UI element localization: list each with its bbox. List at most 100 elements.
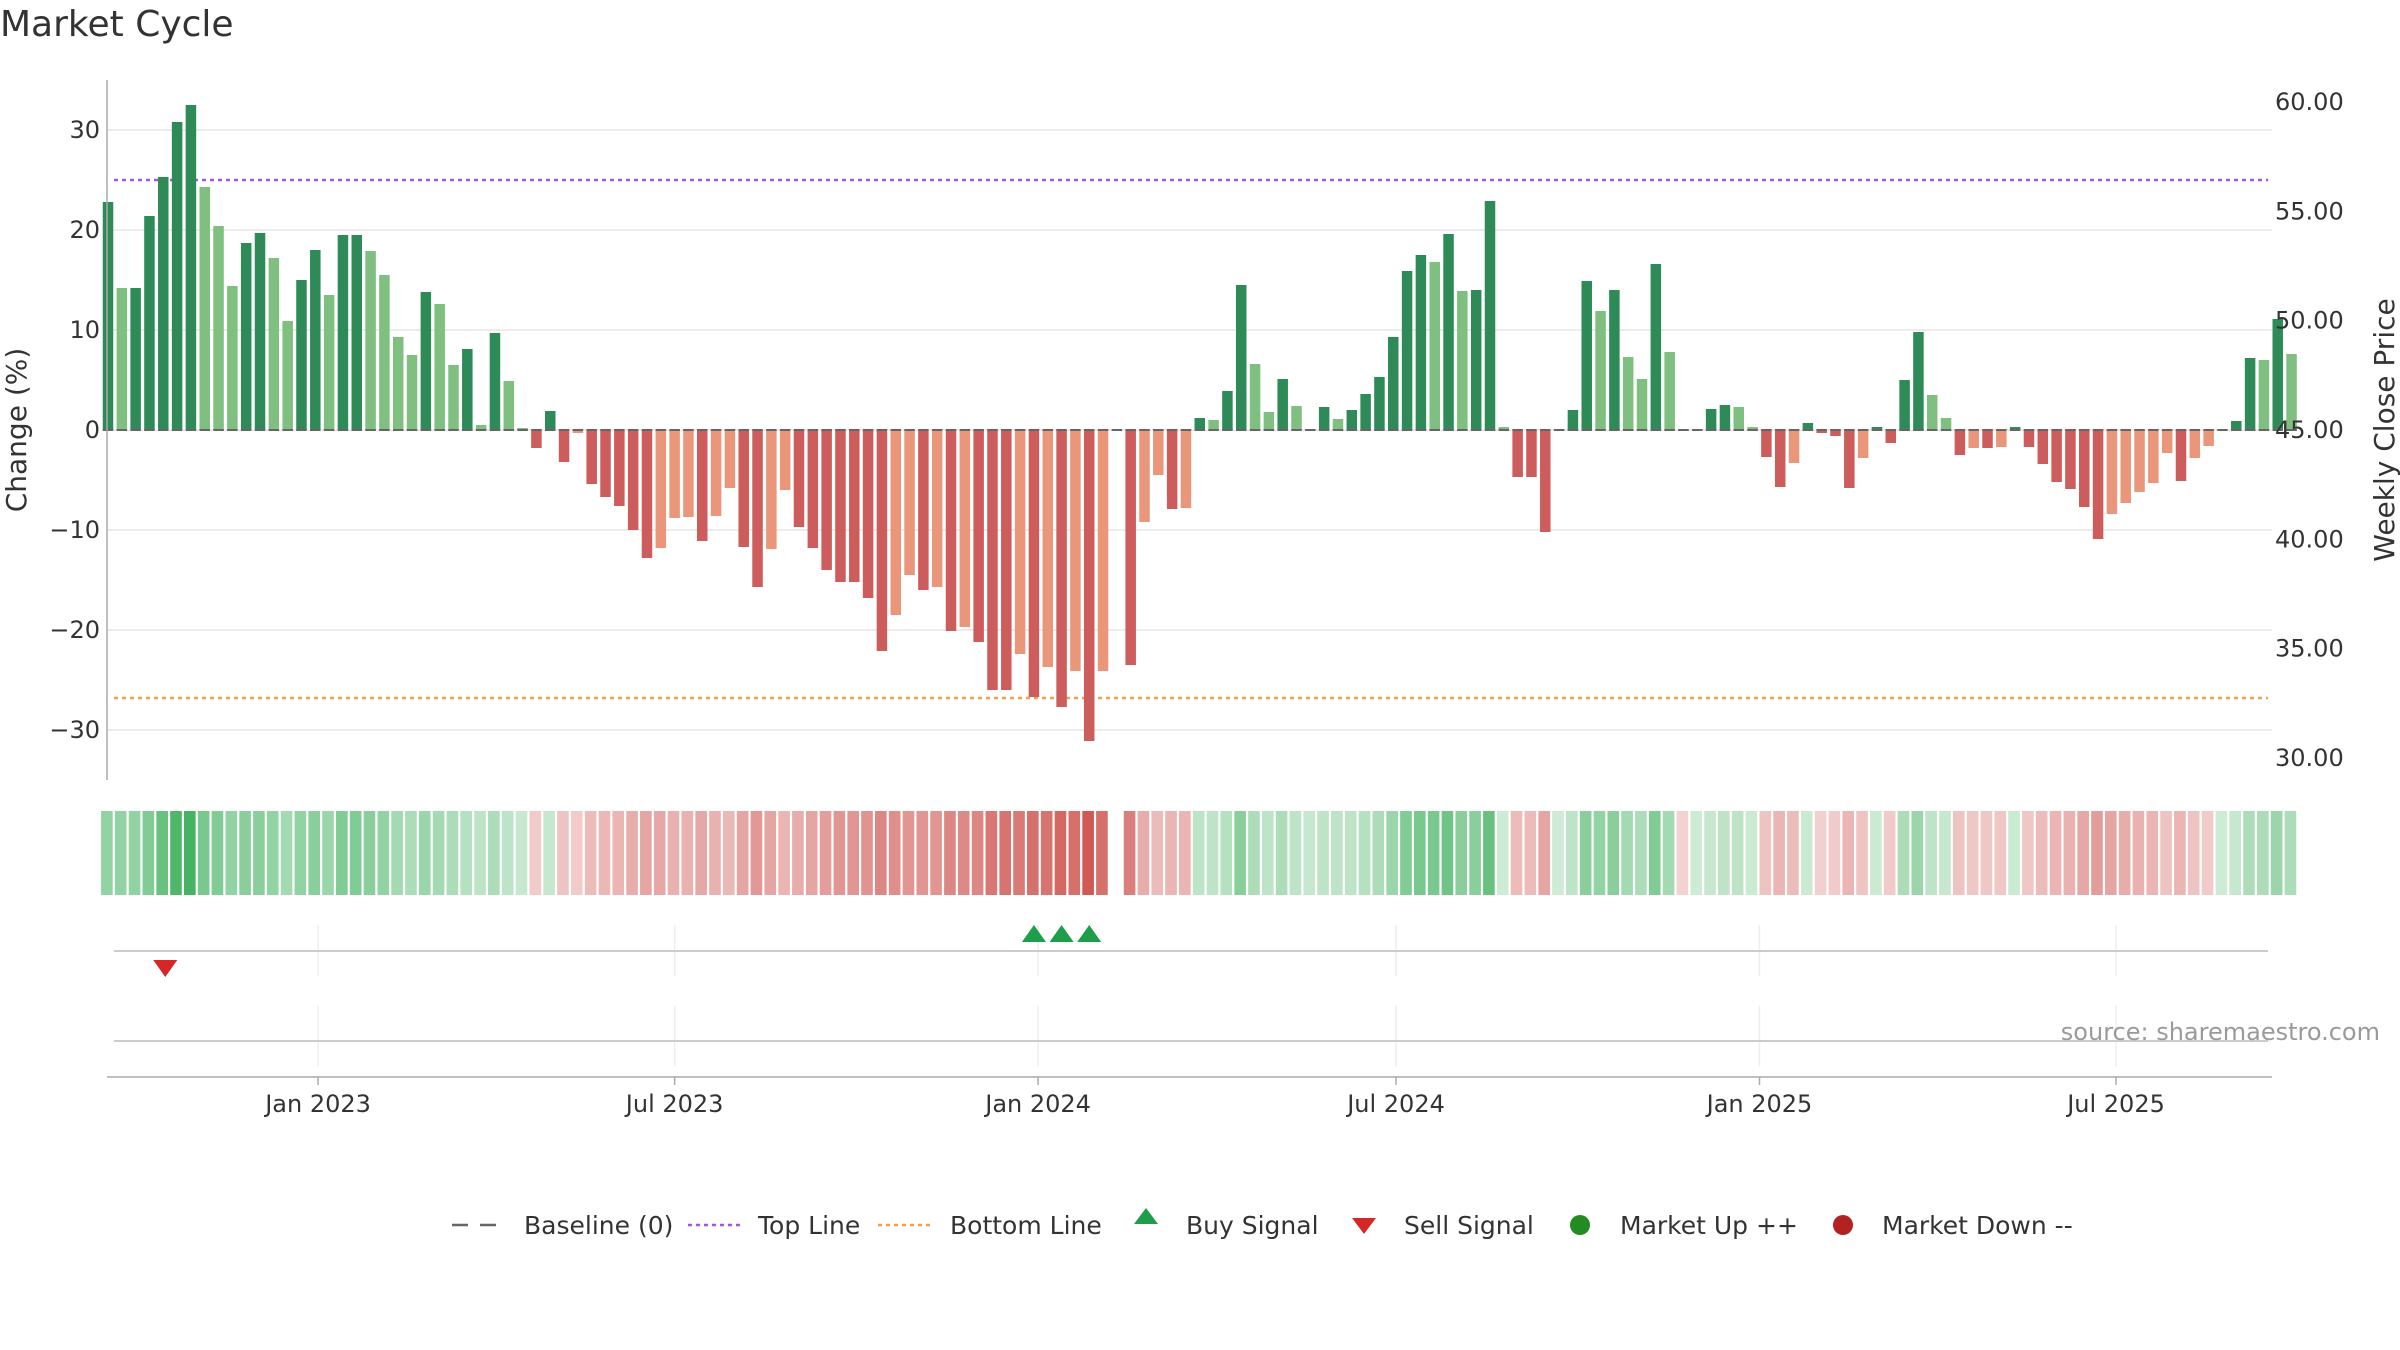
reference-lines [114,178,2268,700]
bar [2092,430,2104,539]
momentum-cell [1483,811,1495,895]
momentum-cell [2270,811,2283,895]
x-tick-label: Jan 2023 [263,1090,371,1118]
momentum-cell [2243,811,2255,895]
bar [1802,423,1814,430]
momentum-cell [833,811,846,895]
bar [1788,430,1800,463]
bar [2161,430,2173,453]
momentum-cell [1800,811,1813,895]
bar [1747,427,1758,430]
momentum-cell [2284,811,2297,895]
bar [627,430,639,530]
momentum-cell [2215,811,2228,895]
momentum-cell [349,811,362,895]
momentum-cell [2022,811,2034,895]
momentum-cell [640,811,652,895]
bar [862,430,874,598]
bar [144,216,155,430]
bar [2051,430,2062,482]
momentum-cell [1745,811,1758,895]
momentum-cell [1331,811,1343,895]
bar [185,105,197,430]
bar [268,258,280,430]
momentum-cell [239,811,251,895]
legend-label: Top Line [757,1211,860,1240]
bar [227,286,238,430]
momentum-cell [888,811,901,895]
bar [1899,380,1910,430]
bar [1996,430,2007,447]
bar [821,430,832,570]
bar [1581,281,1592,430]
momentum-cell [722,811,735,895]
bar [1636,379,1648,430]
momentum-cell [1261,811,1274,895]
bar [1056,430,1067,707]
bar [171,122,183,430]
momentum-cell [1220,811,1233,895]
bar [1139,430,1150,522]
bar [697,430,708,541]
y2-tick-label: 35.00 [2275,635,2344,663]
bar [2175,430,2187,481]
y2-tick-label: 45.00 [2275,416,2344,444]
legend-market-down-swatch [1833,1215,1853,1235]
bar [503,381,515,430]
bar [102,202,114,430]
buy-signal-marker [1021,925,1046,942]
bar [1235,285,1247,430]
momentum-cell [225,811,238,895]
y-tick-label: 20 [69,216,100,244]
y-tick-label: −30 [49,716,100,744]
bar [669,430,680,518]
bar [1388,337,1399,430]
momentum-cell [2049,811,2062,895]
momentum-cell [2174,811,2186,895]
bar [1457,291,1468,430]
momentum-cell [1593,811,1606,895]
x-tick-label: Jan 2024 [983,1090,1091,1118]
bar [1208,420,1219,430]
bar [1401,271,1413,430]
momentum-cell [377,811,390,895]
momentum-cell [170,811,182,895]
momentum-cell [1179,811,1191,895]
momentum-cell [1787,811,1799,895]
bar [876,430,888,651]
momentum-cell [1165,811,1177,895]
momentum-cell [1206,811,1219,895]
x-tick-label: Jul 2024 [1345,1090,1445,1118]
momentum-cell [1566,811,1578,895]
bar [1194,418,1206,430]
momentum-cell [336,811,348,895]
legend-label: Market Down -- [1882,1211,2073,1240]
legend-label: Sell Signal [1404,1211,1534,1240]
bar [1609,290,1620,430]
momentum-cell [667,811,680,895]
legend-label: Baseline (0) [524,1211,673,1240]
momentum-cell [2063,811,2076,895]
bar [1816,430,1827,433]
momentum-cell [1510,811,1523,895]
bar [1885,430,1897,443]
momentum-cell [971,811,984,895]
momentum-cell [1096,811,1108,895]
momentum-cell [1883,811,1896,895]
bar [959,430,971,627]
momentum-cell [778,811,790,895]
momentum-cell [1303,811,1316,895]
bar [1083,430,1095,741]
momentum-cell [101,811,113,895]
bar [973,430,984,642]
momentum-cell [875,811,887,895]
momentum-cell [557,811,569,895]
momentum-cell [2146,811,2159,895]
legend-buy-swatch [1134,1208,1158,1224]
y2-axis-title: Weekly Close Price [2368,298,2400,561]
momentum-cell [764,811,777,895]
bar [1622,357,1634,430]
momentum-cell [681,811,694,895]
y-axis-title: Change (%) [0,348,33,513]
momentum-cell [2077,811,2089,895]
